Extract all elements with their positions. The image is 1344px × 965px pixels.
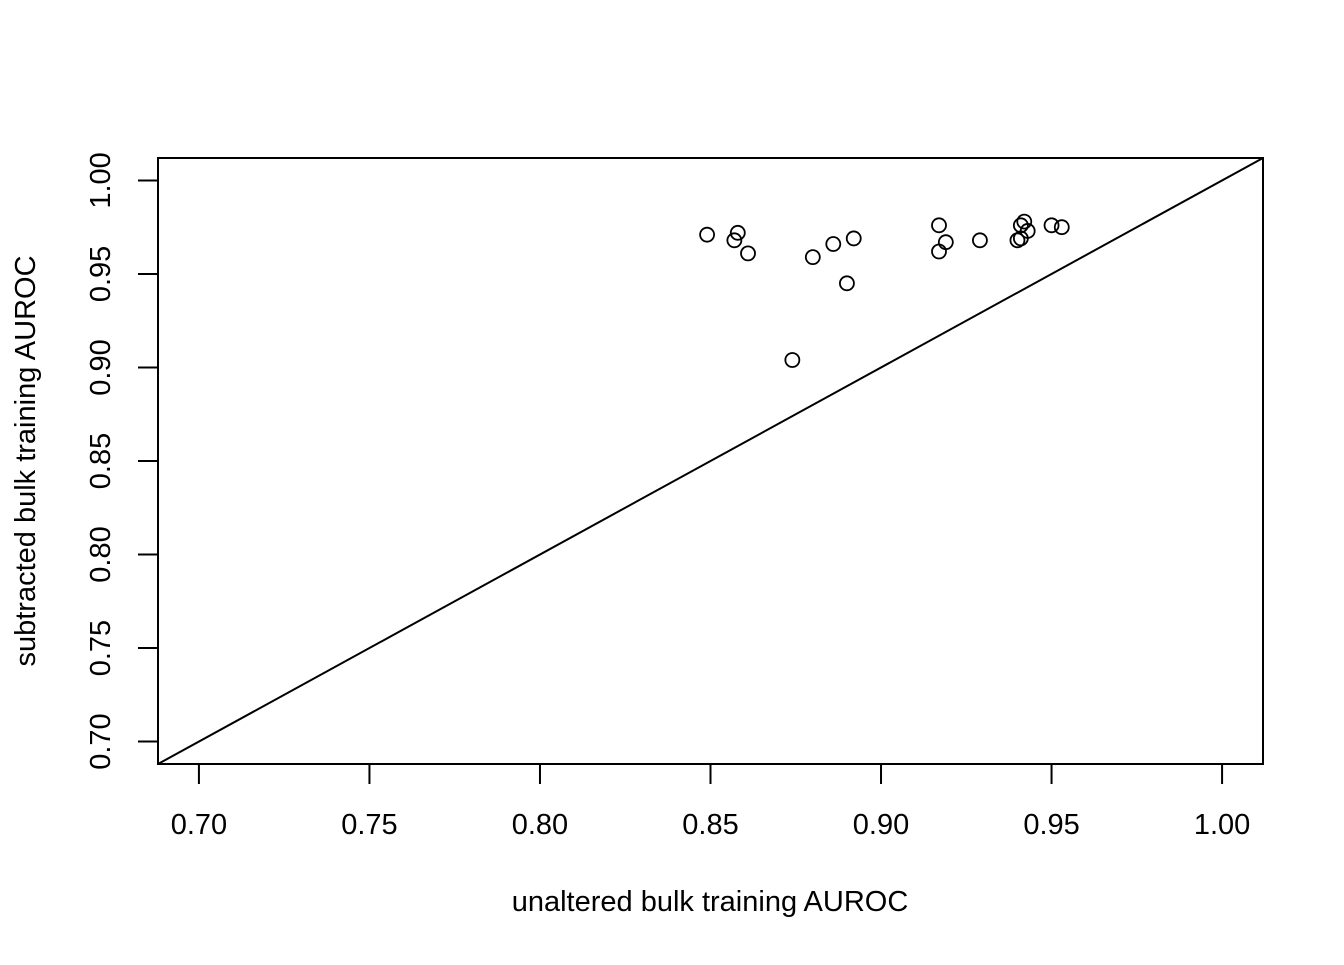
data-point: [699, 226, 715, 243]
data-point: [1053, 219, 1070, 236]
data-point: [804, 249, 821, 266]
x-axis: 0.70 0.75 0.80 0.85 0.90 0.95 1.00: [171, 763, 1250, 841]
data-point: [1043, 217, 1060, 234]
data-point: [931, 217, 947, 234]
data-point: [839, 275, 855, 292]
data-point: [937, 234, 954, 251]
x-tick-label: 0.75: [341, 809, 397, 841]
x-tick-label: 0.85: [682, 809, 738, 841]
y-tick-label: 0.90: [85, 339, 117, 395]
y-tick-label: 0.75: [85, 620, 117, 676]
x-axis-label: unaltered bulk training AUROC: [512, 886, 909, 918]
x-tick-label: 0.95: [1023, 809, 1079, 841]
data-point: [931, 243, 947, 260]
y-tick-label: 0.80: [85, 526, 117, 582]
data-point: [729, 224, 746, 241]
points-layer: [699, 213, 1070, 368]
data-point: [740, 245, 756, 262]
y-tick-label: 0.70: [85, 713, 117, 769]
data-point: [1016, 213, 1033, 230]
y-axis: 0.70 0.75 0.80 0.85 0.90 0.95 1.00: [85, 152, 159, 770]
data-point: [726, 232, 743, 249]
x-tick-label: 1.00: [1194, 809, 1250, 841]
y-tick-label: 0.95: [85, 246, 117, 302]
identity-line: [157, 157, 1264, 765]
y-tick-label: 1.00: [85, 152, 117, 208]
reference-line-layer: [157, 157, 1264, 765]
x-tick-label: 0.70: [171, 809, 227, 841]
data-point: [845, 230, 862, 247]
y-axis-label: subtracted bulk training AUROC: [10, 255, 42, 666]
y-tick-label: 0.85: [85, 433, 117, 489]
data-point: [1019, 223, 1036, 239]
data-point: [972, 232, 988, 249]
x-tick-label: 0.90: [853, 809, 909, 841]
data-point: [784, 352, 801, 368]
x-tick-label: 0.80: [512, 809, 568, 841]
data-point: [825, 236, 842, 252]
